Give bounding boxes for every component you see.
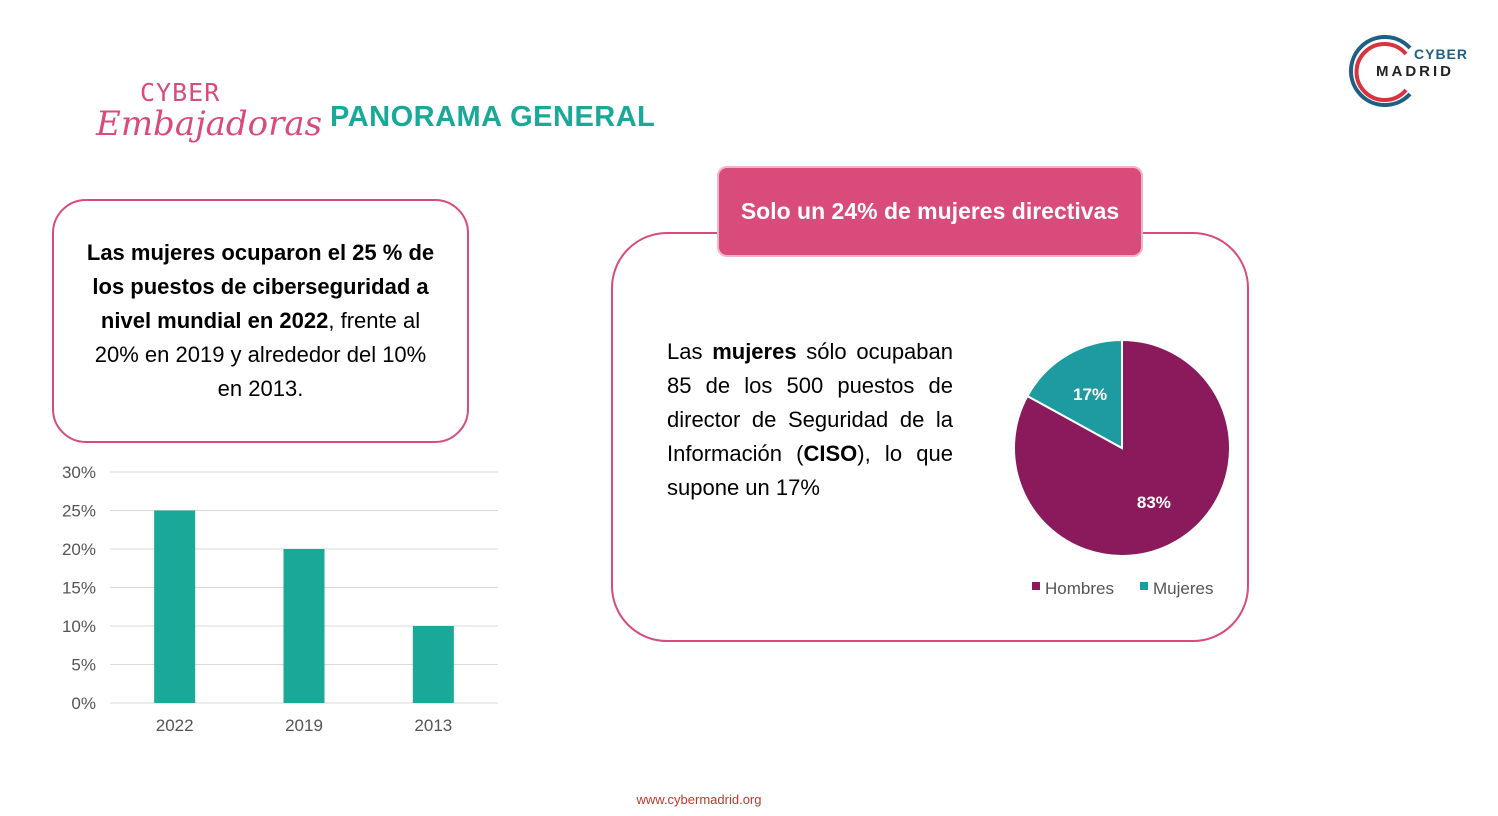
left-info-text: Las mujeres ocuparon el 25 % de los pues…	[80, 236, 441, 406]
cyber-embajadoras-logo-line2: Embajadoras	[96, 104, 323, 144]
left-info-normal: , frente al 20% en 2019 y alrededor del …	[94, 308, 427, 401]
cyber-embajadoras-logo: CYBER Embajadoras	[96, 78, 322, 158]
pie-label-hombres: 83%	[1137, 493, 1171, 512]
bar-ytick-label: 30%	[62, 463, 96, 482]
cybermadrid-logo-line2: MADRID	[1376, 63, 1454, 80]
bar-ytick-label: 5%	[71, 656, 96, 675]
cybermadrid-ring-icon	[1348, 35, 1412, 107]
legend-label-mujeres: Mujeres	[1153, 579, 1213, 598]
bar-ytick-label: 0%	[71, 694, 96, 713]
bar-chart-y-axis: 0% 5% 10% 15% 20% 25% 30%	[62, 463, 96, 713]
right-text-part1: Las	[667, 339, 713, 364]
bar-ytick-label: 25%	[62, 502, 96, 521]
bar-2019	[283, 549, 325, 703]
bar-xtick-label: 2013	[414, 716, 452, 735]
legend-label-hombres: Hombres	[1045, 579, 1114, 598]
right-text-bold2: CISO	[803, 441, 858, 466]
bar-chart-x-axis: 2022 2019 2013	[156, 716, 452, 735]
cybermadrid-logo: CYBER MADRID	[1338, 32, 1468, 108]
left-info-bold: Las mujeres ocuparon el 25 % de los pues…	[86, 240, 435, 333]
right-info-text: Las mujeres sólo ocupaban 85 de los 500 …	[667, 335, 953, 505]
cyber-embajadoras-logo-line1: CYBER	[140, 78, 221, 107]
footer-url: www.cybermadrid.org	[636, 792, 762, 807]
pie-label-mujeres: 17%	[1073, 385, 1107, 404]
right-text-part2: sólo ocupaban 85 de los 500 puestos de d…	[667, 339, 953, 466]
bar-2013	[412, 626, 454, 703]
right-info-header: Solo un 24% de mujeres directivas	[717, 166, 1143, 257]
pie-chart-slices	[1013, 338, 1231, 557]
bar-xtick-label: 2022	[156, 716, 194, 735]
legend-swatch-mujeres	[1140, 582, 1148, 590]
cybermadrid-logo-line1: CYBER	[1414, 46, 1469, 62]
right-text-part3: ), lo que supone un 17%	[667, 441, 953, 500]
pie-slice-mujeres	[1026, 338, 1123, 450]
bar-ytick-label: 10%	[62, 617, 96, 636]
bar-ytick-label: 20%	[62, 540, 96, 559]
pie-chart-legend: Hombres Mujeres	[1032, 579, 1213, 598]
bar-chart-bars	[154, 510, 454, 703]
left-info-box: Las mujeres ocuparon el 25 % de los pues…	[52, 199, 469, 443]
bar-ytick-label: 15%	[62, 579, 96, 598]
bar-xtick-label: 2019	[285, 716, 323, 735]
page-title: PANORAMA GENERAL	[330, 101, 656, 133]
pie-chart-labels: 83% 17%	[1073, 385, 1171, 512]
right-text-bold1: mujeres	[712, 339, 797, 364]
legend-swatch-hombres	[1032, 582, 1040, 590]
bar-2022	[154, 510, 196, 703]
pie-chart: 83% 17% Hombres Mujeres	[1013, 338, 1231, 598]
bar-chart: 0% 5% 10% 15% 20% 25% 30% 2022 2019 2013	[62, 463, 498, 735]
